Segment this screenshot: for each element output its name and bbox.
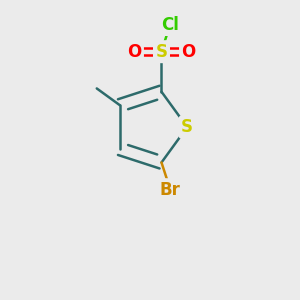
Text: Br: Br — [160, 181, 181, 199]
Text: O: O — [182, 43, 196, 61]
Text: Cl: Cl — [161, 16, 179, 34]
Text: S: S — [181, 118, 193, 136]
Text: O: O — [127, 43, 141, 61]
Text: S: S — [155, 43, 167, 61]
